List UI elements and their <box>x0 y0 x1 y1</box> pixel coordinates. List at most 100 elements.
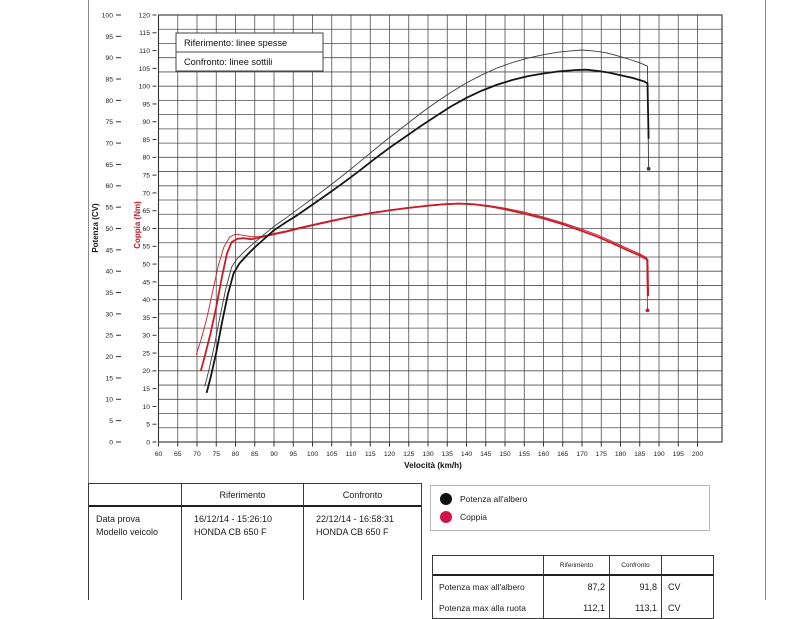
results-table: Riferimento Confronto Potenza max all'al… <box>432 555 714 619</box>
x-tick-label: 155 <box>519 451 531 458</box>
x-tick-label: 145 <box>480 451 492 458</box>
dyno-report-page: { "page": { "background": "#ffffff", "fr… <box>88 0 766 619</box>
label-modello-veicolo: Modello veicolo <box>96 527 159 537</box>
x-tick-label: 60 <box>155 451 163 458</box>
power-tick-label: 100 <box>102 12 114 19</box>
power-tick-label: 60 <box>105 183 113 190</box>
x-tick-label: 120 <box>384 451 396 458</box>
test-info-corner-cell <box>89 484 181 507</box>
power-tick-label: 35 <box>105 290 113 297</box>
torque-tick-label: 105 <box>139 66 151 73</box>
x-tick-label: 115 <box>365 451 376 458</box>
test-info-riferimento-values: 16/12/14 - 15:26:10 HONDA CB 650 F <box>181 507 303 600</box>
torque-tick-label: 100 <box>139 84 151 91</box>
confronto-data-prova: 22/12/14 - 16:58:31 <box>316 514 395 524</box>
results-row2-unit: CV <box>661 597 713 618</box>
torque-axis-title: Coppia (Nm) <box>133 201 142 249</box>
torque-tick-label: 40 <box>142 297 150 304</box>
power-tick-label: 80 <box>105 98 113 105</box>
chart-note-text: Riferimento: linee spesse <box>184 38 287 48</box>
torque-tick-label: 10 <box>142 404 150 411</box>
chart-note-box <box>175 51 324 72</box>
x-tick-label: 170 <box>576 451 588 458</box>
series-potenza-all-albero-riferimento- <box>205 68 650 394</box>
x-tick-label: 95 <box>289 451 297 458</box>
power-tick-label: 30 <box>105 311 113 318</box>
power-tick-label: 40 <box>105 269 113 276</box>
power-tick-label: 0 <box>109 439 113 446</box>
chart-note-text: Confronto: linee sottili <box>184 57 272 67</box>
test-info-table: Riferimento Confronto Data prova Modello… <box>88 483 422 600</box>
torque-tick-label: 5 <box>146 422 150 429</box>
results-header-confronto: Confronto <box>609 556 661 576</box>
results-row1-riferimento: 87,2 <box>543 576 609 597</box>
potenza-dot-icon <box>440 492 452 505</box>
results-header-unit-cell <box>661 556 713 576</box>
torque-tick-label: 95 <box>142 101 150 108</box>
results-row2-riferimento: 112,1 <box>543 597 609 618</box>
torque-tick-label: 35 <box>142 315 150 322</box>
torque-tick-label: 90 <box>142 119 150 126</box>
torque-tick-label: 85 <box>142 137 150 144</box>
test-info-header-confronto: Confronto <box>303 484 421 507</box>
power-tick-label: 70 <box>105 141 113 148</box>
riferimento-modello: HONDA CB 650 F <box>194 527 267 537</box>
power-tick-label: 25 <box>105 333 113 340</box>
torque-tick-label: 15 <box>142 386 150 393</box>
test-info-confronto-values: 22/12/14 - 16:58:31 HONDA CB 650 F <box>303 507 421 600</box>
x-tick-label: 70 <box>193 451 201 458</box>
torque-tick-label: 65 <box>142 208 150 215</box>
torque-tick-label: 120 <box>139 12 151 19</box>
x-tick-label: 130 <box>422 451 434 458</box>
results-header-riferimento: Riferimento <box>543 556 609 576</box>
power-tick-label: 75 <box>105 119 113 126</box>
torque-tick-label: 0 <box>146 439 150 446</box>
x-tick-label: 185 <box>634 451 646 458</box>
x-tick-label: 165 <box>557 451 569 458</box>
torque-tick-label: 110 <box>139 48 150 55</box>
torque-tick-label: 50 <box>142 261 150 268</box>
plot-border <box>157 14 723 443</box>
power-tick-label: 85 <box>105 76 113 83</box>
label-data-prova: Data prova <box>96 514 141 524</box>
power-tick-label: 50 <box>105 226 113 233</box>
x-tick-label: 175 <box>596 451 608 458</box>
curve-legend: Potenza all'albero Coppia <box>430 485 710 531</box>
x-tick-label: 105 <box>326 451 338 458</box>
confronto-modello: HONDA CB 650 F <box>316 527 389 537</box>
results-row1-label: Potenza max all'albero <box>439 581 525 592</box>
torque-tick-label: 60 <box>142 226 150 233</box>
legend-item-coppia: Coppia <box>440 511 709 524</box>
torque-tick-label: 80 <box>142 155 150 162</box>
coppia-dot-icon <box>440 511 452 524</box>
power-tick-label: 15 <box>105 375 113 382</box>
results-row2-label: Potenza max alla ruota <box>439 602 526 613</box>
torque-tick-label: 115 <box>139 30 150 37</box>
dyno-chart: 60 65 70 75 80 85 90 95 100 105 110 115 120 125 130 135… <box>91 12 723 470</box>
x-tick-label: 180 <box>615 451 627 458</box>
x-axis-title: Velocità (km/h) <box>404 461 462 470</box>
x-tick-label: 160 <box>538 451 550 458</box>
power-tick-label: 95 <box>105 34 113 41</box>
torque-tick-label: 25 <box>142 350 150 357</box>
series-potenza-all-albero-confronto- <box>204 49 650 387</box>
power-tick-label: 45 <box>105 247 113 254</box>
riferimento-data-prova: 16/12/14 - 15:26:10 <box>194 514 273 524</box>
page-right-border <box>765 0 766 600</box>
test-info-row-labels: Data prova Modello veicolo <box>89 507 181 600</box>
power-tick-label: 90 <box>105 55 113 62</box>
x-tick-label: 80 <box>232 451 240 458</box>
results-row1-unit: CV <box>661 576 713 597</box>
x-tick-label: 190 <box>653 451 665 458</box>
x-tick-label: 90 <box>270 451 278 458</box>
torque-tick-label: 70 <box>142 190 150 197</box>
results-row1-confronto: 91,8 <box>609 576 661 597</box>
series-end-dot <box>646 166 651 171</box>
power-tick-label: 65 <box>105 162 113 169</box>
legend-label-coppia: Coppia <box>460 512 487 523</box>
x-tick-label: 125 <box>403 451 415 458</box>
power-tick-label: 55 <box>105 205 113 212</box>
x-tick-label: 110 <box>346 451 357 458</box>
legend-label-potenza: Potenza all'albero <box>460 493 528 504</box>
x-tick-label: 135 <box>442 451 454 458</box>
